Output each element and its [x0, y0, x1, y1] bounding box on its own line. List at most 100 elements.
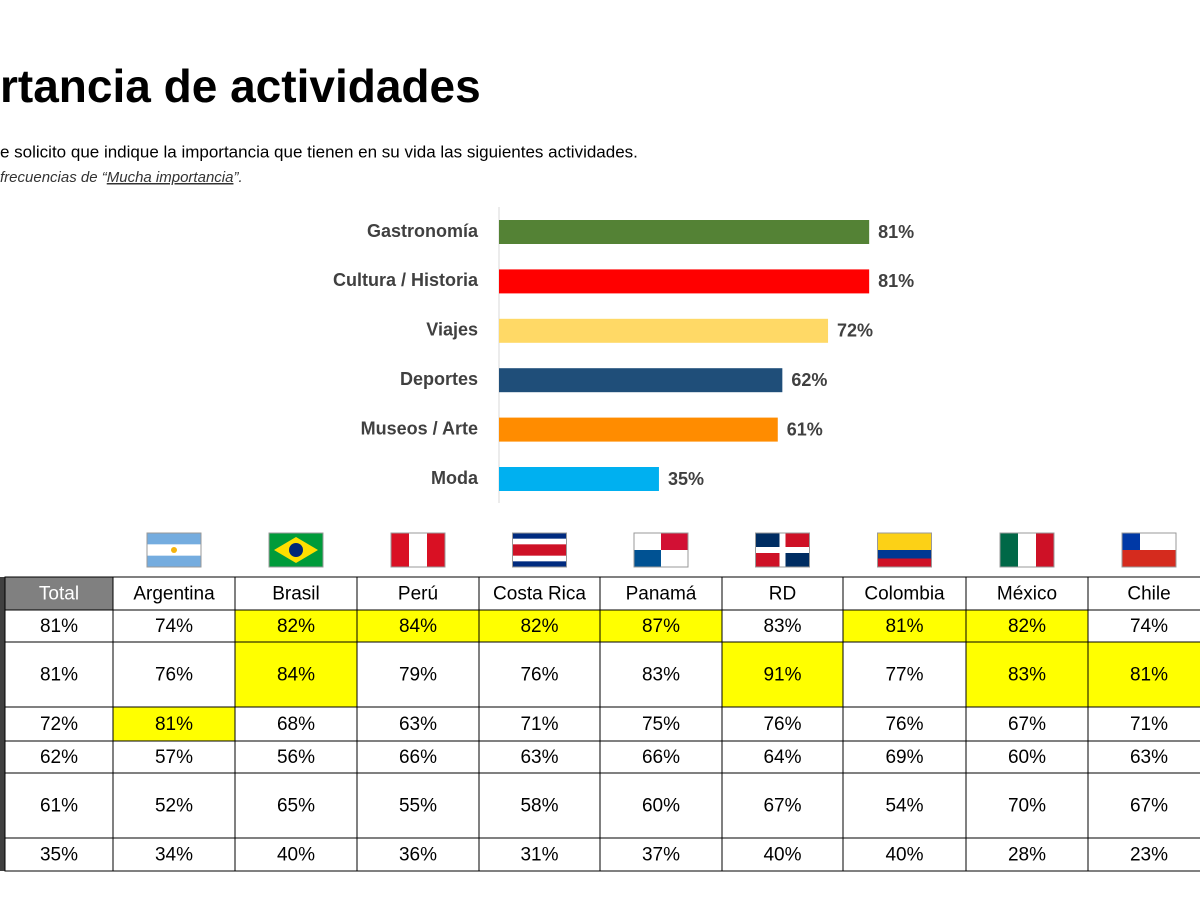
cell-text: 54% — [885, 796, 923, 817]
cell-text: 83% — [642, 665, 680, 686]
cell-text: 77% — [885, 665, 923, 686]
cell-text: 81% — [40, 665, 78, 686]
flag — [1121, 532, 1177, 568]
table-cell — [721, 837, 844, 872]
cell-text: 76% — [155, 665, 193, 686]
value-label: 81% — [878, 222, 914, 242]
flag — [268, 532, 324, 568]
flag-part — [1122, 533, 1140, 550]
table-cell — [478, 772, 601, 839]
flag-border — [1121, 532, 1177, 568]
flag-part — [1036, 533, 1054, 567]
flag-part — [877, 550, 932, 559]
header-text: México — [997, 584, 1057, 605]
cell-text: 67% — [1130, 796, 1168, 817]
table-cell — [1087, 641, 1200, 708]
table-cell — [965, 837, 1089, 872]
cell-text: 83% — [763, 616, 801, 637]
title: rtancia de actividades — [0, 60, 481, 112]
table-cell — [356, 837, 480, 872]
table-cell — [1087, 609, 1200, 643]
table-cell — [965, 609, 1089, 643]
header-text: Panamá — [626, 584, 697, 605]
cell-text: 40% — [885, 845, 923, 866]
header-text: Brasil — [272, 584, 320, 605]
table-cell — [842, 609, 967, 643]
cell-text: 79% — [399, 665, 437, 686]
table-cell — [234, 837, 358, 872]
cell-text: 66% — [399, 747, 437, 768]
cell-text: 66% — [642, 747, 680, 768]
flag-border — [633, 532, 689, 568]
value-label: 62% — [791, 370, 827, 390]
category-label: Viajes — [426, 320, 478, 340]
cell-text: 31% — [520, 845, 558, 866]
table-cell — [599, 641, 723, 708]
header-text: Perú — [398, 584, 438, 605]
table-cell — [965, 641, 1089, 708]
cell-text: 76% — [763, 714, 801, 735]
value-label: 35% — [668, 469, 704, 489]
cell-text: 74% — [155, 616, 193, 637]
flag-part — [1122, 550, 1176, 567]
category-label: Cultura / Historia — [333, 270, 479, 290]
flag-part — [634, 550, 661, 567]
header-text: Colombia — [864, 584, 945, 605]
cell-text: 23% — [1130, 845, 1168, 866]
table-cell — [1087, 772, 1200, 839]
cell-text: 40% — [277, 845, 315, 866]
header-cell — [965, 576, 1089, 611]
table-cell — [842, 837, 967, 872]
bar — [499, 220, 870, 244]
cell-text: 81% — [885, 616, 923, 637]
table-cell — [4, 837, 114, 872]
table-cell — [234, 772, 358, 839]
cell-text: 84% — [277, 665, 315, 686]
header-text: Argentina — [133, 584, 215, 605]
cell-text: 81% — [1130, 665, 1168, 686]
flag-part — [755, 553, 780, 567]
table-cell — [4, 706, 114, 742]
table-cell — [721, 641, 844, 708]
flag-part — [877, 558, 932, 567]
cell-text: 82% — [520, 616, 558, 637]
flag-part — [391, 533, 409, 567]
header-cell — [1087, 576, 1200, 611]
note: frecuencias de “Mucha importancia”. — [0, 169, 243, 186]
table-cell — [721, 706, 844, 742]
header-text: Total — [39, 584, 79, 605]
table-cell — [599, 772, 723, 839]
flag-part — [171, 547, 177, 553]
table-cell — [842, 641, 967, 708]
table-cell — [112, 837, 236, 872]
flag-part — [785, 533, 810, 547]
category-label: Museos / Arte — [361, 418, 478, 438]
value-label: 81% — [878, 271, 914, 291]
cell-text: 74% — [1130, 616, 1168, 637]
cell-text: 68% — [277, 714, 315, 735]
note-suffix: ”. — [233, 169, 242, 186]
table-cell — [4, 641, 114, 708]
flag — [999, 532, 1055, 568]
table-cell — [1087, 740, 1200, 774]
cell-text: 87% — [642, 616, 680, 637]
note-prefix: frecuencias de “ — [0, 169, 108, 186]
table: Total Argentina Brasil Perú Costa Rica Panamá… — [0, 576, 1200, 872]
flag — [146, 532, 202, 568]
flag-border — [755, 532, 810, 568]
table-cell — [599, 706, 723, 742]
cell-text: 36% — [399, 845, 437, 866]
cell-text: 81% — [155, 714, 193, 735]
table-cell — [356, 641, 480, 708]
cell-text: 35% — [40, 845, 78, 866]
flag-border — [268, 532, 324, 568]
cell-text: 83% — [1008, 665, 1046, 686]
bar — [499, 318, 829, 343]
flag-border — [877, 532, 932, 568]
cell-text: 58% — [520, 796, 558, 817]
table-cell — [4, 772, 114, 839]
table-cell — [478, 740, 601, 774]
cell-text: 84% — [399, 616, 437, 637]
header-cell — [112, 576, 236, 611]
flag — [877, 532, 932, 568]
